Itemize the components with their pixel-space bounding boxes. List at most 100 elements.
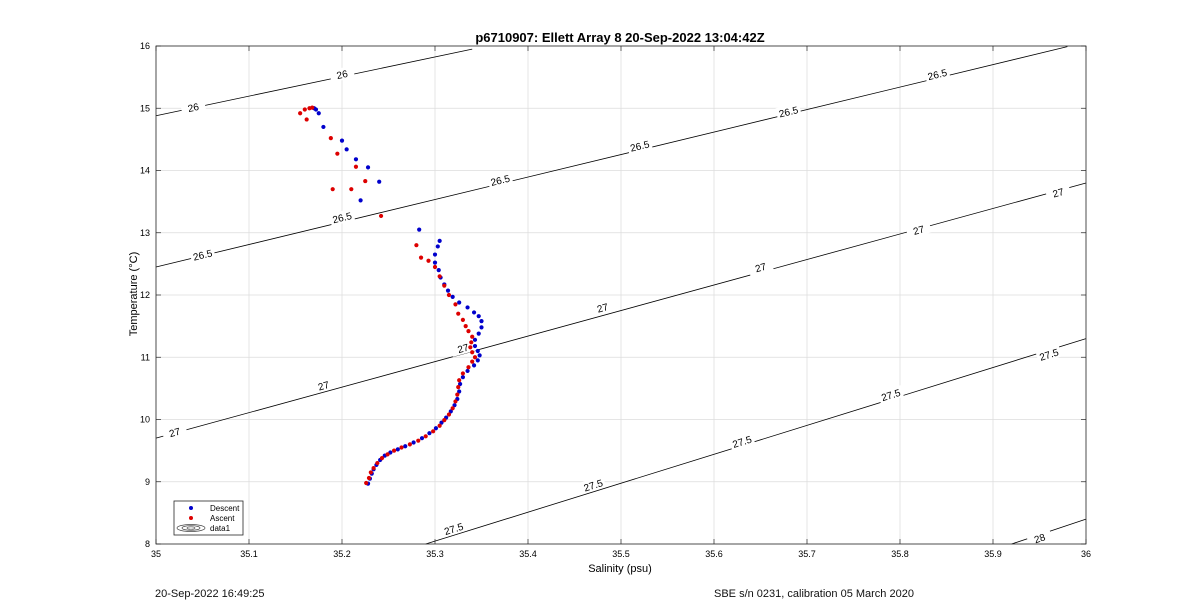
descent-point xyxy=(419,436,425,441)
descent-point xyxy=(427,431,432,436)
contour-label-group: 26.5 xyxy=(626,136,653,155)
descent-point xyxy=(479,319,484,324)
contour-label: 27 xyxy=(1052,187,1066,201)
ascent-point xyxy=(298,111,303,116)
x-tick-label: 35.5 xyxy=(612,549,630,559)
legend-ascent-label: Ascent xyxy=(210,514,235,523)
legend-data1-label: data1 xyxy=(210,524,231,533)
contour-label-bg xyxy=(180,98,207,116)
ascent-point xyxy=(468,345,473,350)
descent-point xyxy=(471,363,477,368)
x-tick-label: 35.8 xyxy=(891,549,909,559)
contour-label-bg xyxy=(589,298,616,317)
y-tick-label: 11 xyxy=(141,352,150,362)
contour-label: 26.5 xyxy=(629,139,651,154)
ascent-point xyxy=(378,213,384,219)
x-axis-label: Salinity (psu) xyxy=(588,563,652,575)
contour-label-bg xyxy=(1026,528,1053,548)
ascent-point xyxy=(423,434,428,439)
contour-label-bg xyxy=(161,422,188,441)
ascent-point xyxy=(363,178,368,184)
y-tick-label: 13 xyxy=(140,228,150,238)
contour-label-bg xyxy=(440,519,467,538)
descent-point xyxy=(476,331,481,336)
ascent-point xyxy=(446,292,452,298)
descent-point xyxy=(477,353,482,358)
contour-label-group: 26.5 xyxy=(924,65,951,83)
contour-label: 27 xyxy=(596,302,610,316)
contour-label: 26 xyxy=(187,102,201,115)
contour-label-group: 26 xyxy=(329,65,355,83)
ascent-point xyxy=(353,164,359,169)
grid-lines xyxy=(155,45,1087,545)
contour-line xyxy=(155,48,473,117)
contour-label-group: 27 xyxy=(747,258,774,276)
descent-point xyxy=(448,409,453,414)
contour-label-bg xyxy=(747,258,774,276)
legend-descent-marker xyxy=(189,506,193,510)
contour-label: 27.5 xyxy=(880,388,902,404)
ascent-point xyxy=(470,359,475,364)
descent-point xyxy=(445,288,451,293)
chart-title: p6710907: Ellett Array 8 20-Sep-2022 13:… xyxy=(475,30,764,45)
x-tick-label: 35.9 xyxy=(984,549,1002,559)
contour-label-group: 26.5 xyxy=(775,102,802,121)
contour-label: 26 xyxy=(336,69,350,82)
ascent-point xyxy=(466,365,471,370)
contour-label-bg xyxy=(328,208,356,226)
descent-point xyxy=(411,440,416,445)
y-tick-label: 16 xyxy=(140,41,150,51)
contour-label-group: 27.5 xyxy=(728,431,756,451)
ascent-point xyxy=(453,302,458,307)
ascent-point xyxy=(399,445,404,450)
ascent-point xyxy=(460,371,465,376)
contour-label-group: 27 xyxy=(310,376,337,395)
ascent-point xyxy=(414,243,419,248)
legend-ascent-marker xyxy=(189,516,193,520)
ascent-point xyxy=(470,350,475,355)
descent-point xyxy=(475,348,480,354)
contour-label: 26.5 xyxy=(927,68,949,83)
descent-point xyxy=(395,447,400,452)
ascent-point xyxy=(469,340,474,345)
ascent-point xyxy=(426,258,431,263)
contour-label: 26.5 xyxy=(778,105,800,120)
ascent-point xyxy=(407,442,412,447)
ascent-point xyxy=(364,480,369,486)
ascent-point xyxy=(463,324,468,329)
ascent-point xyxy=(466,329,471,334)
ascent-point xyxy=(431,429,436,434)
contour-label-group: 27.5 xyxy=(1035,344,1063,364)
ascent-point xyxy=(456,311,461,316)
ascent-point xyxy=(330,187,335,192)
descent-point xyxy=(316,111,321,116)
ascent-point xyxy=(310,105,315,110)
x-tick-label: 35.6 xyxy=(705,549,723,559)
contour-label-group: 27.5 xyxy=(440,519,467,538)
descent-point xyxy=(472,337,478,342)
contour-label-group: 27 xyxy=(1044,183,1072,202)
legend-box xyxy=(173,500,244,536)
ascent-point xyxy=(442,418,447,423)
descent-point xyxy=(479,325,484,330)
contour-label-group: 26.5 xyxy=(328,208,356,226)
contour-label-group: 26 xyxy=(180,98,207,116)
footer-timestamp: 20-Sep-2022 16:49:25 xyxy=(155,588,265,600)
contour-label: 27.5 xyxy=(443,522,465,538)
data-points xyxy=(298,105,484,486)
descent-point xyxy=(471,310,477,315)
descent-point xyxy=(339,138,345,143)
contour-label-bg xyxy=(775,102,802,121)
ascent-point xyxy=(385,452,390,457)
contour-label: 28 xyxy=(1033,532,1047,546)
contour-line xyxy=(155,182,1087,439)
ascent-point xyxy=(349,187,354,192)
ascent-point xyxy=(371,465,376,471)
contour-label-group: 27 xyxy=(589,298,616,317)
descent-point xyxy=(432,260,438,265)
descent-point xyxy=(465,305,470,310)
contour-label-group: 26.5 xyxy=(487,171,514,189)
ascent-point xyxy=(446,412,452,417)
ascent-point xyxy=(366,475,372,481)
descent-point xyxy=(403,444,408,449)
